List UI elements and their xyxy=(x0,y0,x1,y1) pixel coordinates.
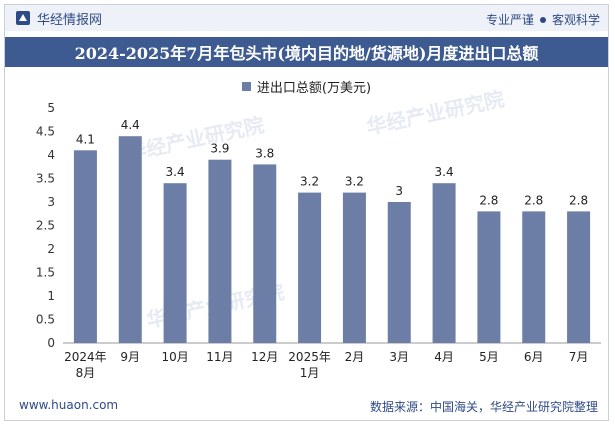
y-tick-label: 4 xyxy=(47,148,55,162)
bar[interactable] xyxy=(477,211,501,343)
bar[interactable] xyxy=(522,211,546,343)
y-tick-label: 3.5 xyxy=(36,172,55,186)
bar-value-label: 3.8 xyxy=(255,146,274,160)
x-tick-label: 8月 xyxy=(76,366,96,380)
x-tick-label: 2月 xyxy=(345,350,365,364)
x-tick-label: 7月 xyxy=(569,350,589,364)
y-tick-label: 1 xyxy=(47,289,55,303)
bar[interactable] xyxy=(118,136,142,343)
top-bar: 华经情报网 专业严谨 客观科学 xyxy=(5,5,608,31)
x-tick-label: 5月 xyxy=(479,350,499,364)
bar[interactable] xyxy=(387,202,411,343)
brand-logo-icon xyxy=(16,11,30,25)
y-tick-label: 2.5 xyxy=(36,219,55,233)
footer-website[interactable]: www.huaon.com xyxy=(19,398,119,412)
bar-value-label: 4.4 xyxy=(121,118,140,132)
y-tick-label: 0.5 xyxy=(36,313,55,327)
x-tick-label: 9月 xyxy=(120,350,140,364)
bar[interactable] xyxy=(163,183,187,343)
brand-name: 华经情报网 xyxy=(37,12,103,28)
chart-title: 2024-2025年7月年包头市(境内目的地/货源地)月度进出口总额 xyxy=(5,37,608,67)
y-tick-label: 5 xyxy=(47,101,55,115)
bar-value-label: 3.2 xyxy=(300,175,319,189)
separator-dot-icon xyxy=(539,16,546,23)
x-tick-label: 11月 xyxy=(206,350,233,364)
bar[interactable] xyxy=(567,211,591,343)
bar[interactable] xyxy=(208,159,232,343)
brand[interactable]: 华经情报网 xyxy=(15,10,103,28)
bars: 4.1 4.4 3.4 3.9 3.8 3.2 3.2 3 3.4 2.8 2.8 2.8 xyxy=(73,118,591,343)
bar-value-label: 3.4 xyxy=(166,165,185,179)
bar[interactable] xyxy=(73,150,97,343)
tagline-part-1: 专业严谨 xyxy=(485,13,534,27)
x-tick-label: 3月 xyxy=(389,350,409,364)
footer-source: 数据来源：中国海关，华经产业研究院整理 xyxy=(369,400,598,414)
bar-value-label: 3 xyxy=(395,184,403,198)
bar-value-label: 2.8 xyxy=(479,193,498,207)
y-tick-label: 4.5 xyxy=(36,125,55,139)
bar-value-label: 3.9 xyxy=(210,142,229,156)
y-axis: 0 0.5 1 1.5 2 2.5 3 3.5 4 4.5 5 xyxy=(36,101,601,350)
x-tick-label: 10月 xyxy=(161,350,188,364)
chart-legend[interactable]: 进出口总额(万美元) xyxy=(5,77,608,96)
bar-value-label: 3.2 xyxy=(345,175,364,189)
y-tick-label: 2 xyxy=(47,242,55,256)
bar-value-label: 2.8 xyxy=(569,193,588,207)
bar[interactable] xyxy=(298,192,322,343)
bar-value-label: 2.8 xyxy=(524,193,543,207)
tagline-part-2: 客观科学 xyxy=(551,13,600,27)
y-tick-label: 1.5 xyxy=(36,266,55,280)
x-axis: 2024年 8月 9月 10月 11月 12月 2025年 1月 2月 3月 4月 5月 6月 7月 xyxy=(64,350,588,380)
x-tick-label: 4月 xyxy=(434,350,454,364)
x-tick-label: 12月 xyxy=(251,350,278,364)
bar[interactable] xyxy=(253,164,277,343)
x-tick-label: 2024年 xyxy=(64,350,107,364)
x-tick-label: 1月 xyxy=(300,366,320,380)
tagline: 专业严谨 客观科学 xyxy=(486,11,600,28)
x-tick-label: 6月 xyxy=(524,350,544,364)
chart-frame: 华经情报网 专业严谨 客观科学 2024-2025年7月年包头市(境内目的地/货… xyxy=(4,4,609,421)
legend-swatch-icon xyxy=(241,82,251,91)
bar-value-label: 3.4 xyxy=(435,165,454,179)
bar[interactable] xyxy=(342,192,366,343)
bar[interactable] xyxy=(432,183,456,343)
y-tick-label: 0 xyxy=(47,336,55,350)
bar-value-label: 4.1 xyxy=(76,132,95,146)
legend-label: 进出口总额(万美元) xyxy=(256,81,372,96)
bar-chart: 0 0.5 1 1.5 2 2.5 3 3.5 4 4.5 5 4.1 4.4 3.4 3.9 3.8 3.2… xyxy=(36,101,601,380)
x-tick-label: 2025年 xyxy=(288,350,331,364)
y-tick-label: 3 xyxy=(47,195,55,209)
